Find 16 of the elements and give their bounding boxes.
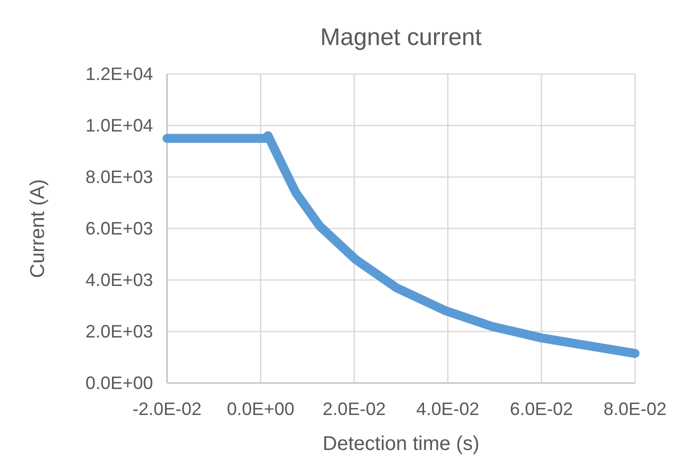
y-tick-label: 8.0E+03 bbox=[85, 167, 153, 187]
y-tick-label: 0.0E+00 bbox=[85, 373, 153, 393]
x-tick-label: 4.0E-02 bbox=[416, 399, 480, 419]
x-tick-label: 6.0E-02 bbox=[510, 399, 573, 419]
x-tick-label: 2.0E-02 bbox=[322, 399, 386, 419]
y-tick-label: 1.0E+04 bbox=[85, 116, 153, 136]
y-tick-label: 1.2E+04 bbox=[85, 64, 153, 84]
x-tick-label: -2.0E-02 bbox=[132, 399, 202, 419]
x-tick-label: 8.0E-02 bbox=[603, 399, 667, 419]
y-axis-title: Current (A) bbox=[27, 179, 49, 278]
y-tick-label: 2.0E+03 bbox=[85, 322, 153, 342]
x-axis-title: Detection time (s) bbox=[322, 433, 480, 455]
y-tick-label: 6.0E+03 bbox=[85, 218, 153, 238]
chart-title: Magnet current bbox=[320, 24, 482, 51]
x-tick-label: 0.0E+00 bbox=[226, 399, 294, 419]
y-tick-label: 4.0E+03 bbox=[85, 270, 153, 290]
